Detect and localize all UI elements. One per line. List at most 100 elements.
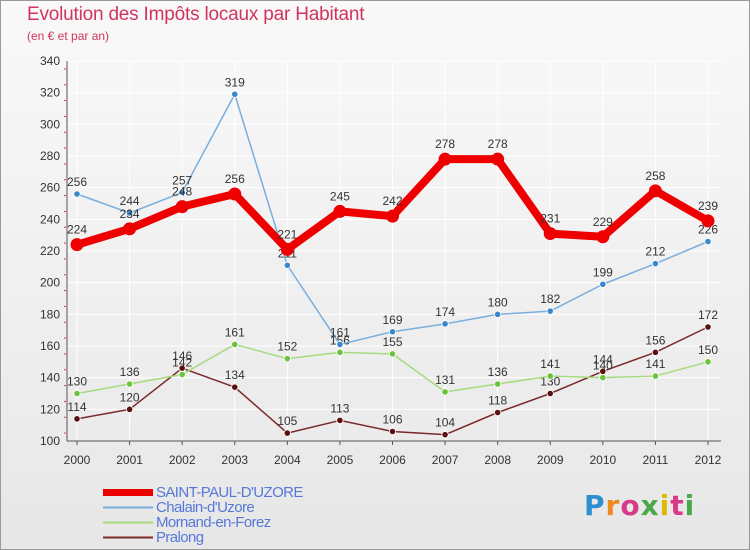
x-tick-label: 2002 xyxy=(169,453,196,467)
data-point xyxy=(123,222,137,236)
data-label: 130 xyxy=(67,375,87,389)
data-point xyxy=(546,389,554,398)
legend-item-mornand: Mornand-en-Forez xyxy=(103,514,303,531)
data-point xyxy=(125,405,134,413)
data-point xyxy=(388,328,397,336)
data-point xyxy=(336,416,344,425)
y-tick-label: 140 xyxy=(40,371,60,385)
data-label: 130 xyxy=(540,375,560,389)
data-label: 221 xyxy=(277,227,297,241)
legend-label-chalain: Chalain-d'Uzore xyxy=(156,499,255,516)
data-point xyxy=(704,358,712,366)
data-label: 156 xyxy=(645,333,665,347)
y-tick-label: 280 xyxy=(40,149,60,163)
data-label: 244 xyxy=(120,194,140,208)
y-tick-label: 340 xyxy=(40,54,60,68)
x-tick-label: 2000 xyxy=(64,453,91,467)
data-point xyxy=(388,427,397,436)
data-point xyxy=(231,340,239,349)
data-label: 172 xyxy=(698,308,718,322)
x-tick-label: 2001 xyxy=(116,453,143,467)
legend-swatch-saint-paul xyxy=(103,489,153,496)
data-label: 161 xyxy=(225,325,245,339)
data-point xyxy=(494,408,502,417)
data-label: 229 xyxy=(593,215,613,229)
data-label: 144 xyxy=(593,352,613,366)
data-label: 257 xyxy=(172,173,192,187)
y-tick-label: 120 xyxy=(40,402,60,416)
data-point xyxy=(441,388,449,396)
data-label: 152 xyxy=(277,340,297,354)
chart-subtitle: (en € et par an) xyxy=(27,29,110,43)
y-tick-label: 100 xyxy=(40,434,60,448)
x-tick-label: 2007 xyxy=(432,453,459,467)
data-point xyxy=(599,374,607,382)
y-tick-label: 200 xyxy=(40,276,60,290)
x-tick-label: 2011 xyxy=(643,453,669,467)
y-tick-label: 160 xyxy=(40,339,60,353)
x-tick-label: 2005 xyxy=(327,453,354,467)
data-label: 114 xyxy=(67,400,86,414)
data-label: 182 xyxy=(540,292,560,306)
data-point xyxy=(599,280,607,288)
legend-item-chalain: Chalain-d'Uzore xyxy=(103,499,303,516)
data-point xyxy=(125,380,134,388)
data-label: 120 xyxy=(120,390,140,404)
data-label: 113 xyxy=(330,401,349,415)
data-point xyxy=(73,190,81,198)
x-tick-label: 2008 xyxy=(484,453,511,467)
data-label: 239 xyxy=(698,199,718,213)
legend-label-saint-paul: SAINT-PAUL-D'UZORE xyxy=(156,484,303,501)
data-point xyxy=(336,348,344,356)
data-label: 150 xyxy=(698,343,718,357)
legend-swatch-pralong xyxy=(103,536,153,539)
data-point xyxy=(231,90,239,98)
data-label: 161 xyxy=(330,325,350,339)
data-point xyxy=(73,389,81,398)
data-point xyxy=(546,372,554,380)
data-point xyxy=(175,200,189,214)
data-label: 118 xyxy=(488,394,507,408)
data-point xyxy=(438,152,452,166)
data-label: 258 xyxy=(645,169,665,183)
data-point xyxy=(543,227,557,241)
data-label: 224 xyxy=(67,223,87,237)
data-point xyxy=(651,260,660,268)
data-point xyxy=(70,238,84,252)
legend-swatch-mornand xyxy=(103,521,153,524)
data-point xyxy=(125,209,134,217)
y-tick-label: 260 xyxy=(40,181,60,195)
data-label: 174 xyxy=(435,305,455,319)
data-point xyxy=(333,204,347,218)
data-point xyxy=(546,307,554,315)
data-label: 104 xyxy=(435,416,455,430)
data-point xyxy=(491,152,505,166)
x-tick-label: 2010 xyxy=(589,453,616,467)
data-point xyxy=(178,370,186,379)
data-point xyxy=(648,184,662,198)
data-point xyxy=(228,187,242,201)
data-point xyxy=(178,188,186,197)
x-tick-label: 2004 xyxy=(274,453,301,467)
data-point xyxy=(283,429,291,437)
legend-item-pralong: Pralong xyxy=(103,529,303,546)
data-point xyxy=(701,214,715,228)
x-tick-label: 2006 xyxy=(379,453,406,467)
data-label: 105 xyxy=(277,414,297,428)
data-label: 278 xyxy=(435,137,455,151)
data-label: 199 xyxy=(593,265,613,279)
data-point xyxy=(386,209,399,223)
data-point xyxy=(280,242,294,256)
data-label: 131 xyxy=(435,373,455,387)
y-tick-label: 240 xyxy=(40,212,60,226)
data-label: 134 xyxy=(225,368,245,382)
data-label: 169 xyxy=(382,313,402,327)
data-point xyxy=(441,320,449,328)
data-label: 155 xyxy=(382,335,402,349)
data-point xyxy=(651,372,660,380)
legend: SAINT-PAUL-D'UZORE Chalain-d'Uzore Morna… xyxy=(103,484,303,546)
data-point xyxy=(494,310,502,318)
data-point xyxy=(388,350,397,358)
